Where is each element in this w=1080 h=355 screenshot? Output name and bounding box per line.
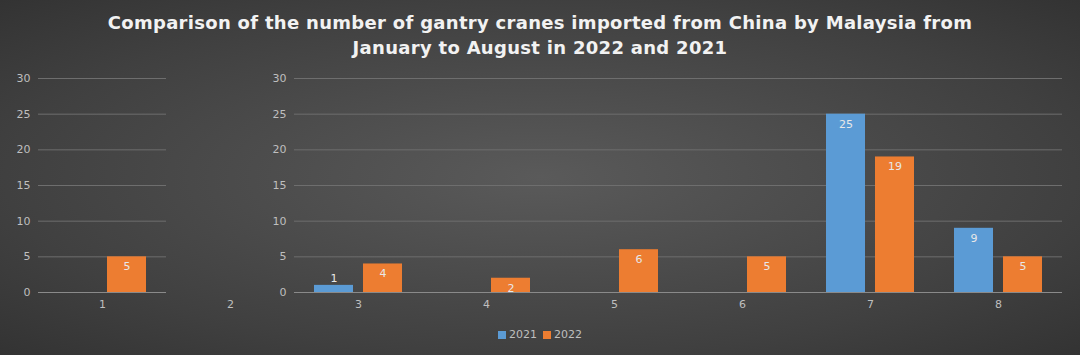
svg-text:5: 5 (611, 298, 618, 311)
svg-text:8: 8 (995, 298, 1002, 311)
svg-text:30: 30 (273, 72, 287, 85)
svg-text:10: 10 (273, 215, 287, 228)
svg-text:4: 4 (483, 298, 490, 311)
html-text:2022: 2022 (554, 328, 582, 341)
svg-text:7: 7 (867, 298, 874, 311)
svg-text:19: 19 (888, 160, 902, 173)
svg-text:2: 2 (227, 298, 234, 311)
svg-text:25: 25 (273, 108, 287, 121)
svg-text:1: 1 (331, 272, 338, 285)
svg-text:5: 5 (24, 250, 31, 263)
svg-text:20: 20 (17, 143, 31, 156)
svg-text:6: 6 (636, 253, 643, 266)
html-text:Comparison of the number of ga: Comparison of the number of gantry crane… (107, 12, 973, 58)
svg-text:15: 15 (17, 179, 31, 192)
svg-text:10: 10 (17, 215, 31, 228)
svg-text:4: 4 (380, 267, 387, 280)
svg-text:20: 20 (273, 143, 287, 156)
svg-text:5: 5 (764, 260, 771, 273)
svg-text:5: 5 (280, 250, 287, 263)
svg-text:2: 2 (508, 282, 515, 295)
svg-text:25: 25 (839, 118, 853, 131)
svg-text:9: 9 (971, 232, 978, 245)
svg-text:0: 0 (24, 286, 31, 299)
svg-text:6: 6 (739, 298, 746, 311)
svg-text:3: 3 (355, 298, 362, 311)
svg-text:30: 30 (17, 72, 31, 85)
html-text:2021: 2021 (509, 328, 537, 341)
svg-text:25: 25 (17, 108, 31, 121)
svg-text:5: 5 (124, 260, 131, 273)
svg-text:1: 1 (99, 298, 106, 311)
svg-text:5: 5 (1020, 260, 1027, 273)
svg-text:15: 15 (273, 179, 287, 192)
svg-text:0: 0 (280, 286, 287, 299)
